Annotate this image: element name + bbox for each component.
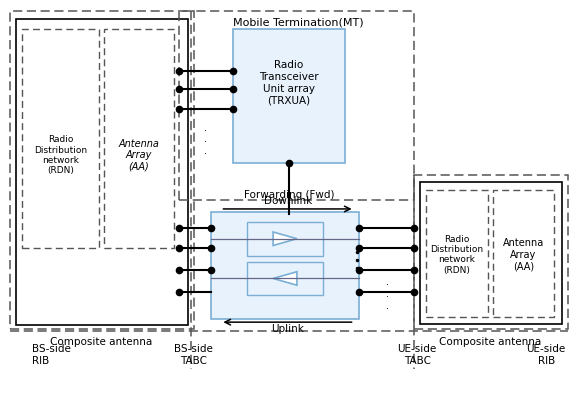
Text: Composite antenna: Composite antenna <box>439 337 542 347</box>
Bar <box>426 190 488 317</box>
Text: Uplink: Uplink <box>271 324 304 334</box>
Text: Antenna
Array
(AA): Antenna Array (AA) <box>503 238 544 271</box>
Bar <box>16 19 187 325</box>
Bar <box>22 29 99 248</box>
Text: UE-side
TABC: UE-side TABC <box>397 344 437 366</box>
Bar <box>247 261 323 296</box>
Text: BS-side
RIB: BS-side RIB <box>32 344 71 366</box>
Text: .
.
.: . . . <box>386 277 389 311</box>
Text: Radio
Distribution
network
(RDN): Radio Distribution network (RDN) <box>430 235 484 275</box>
Text: Composite antenna: Composite antenna <box>50 337 152 347</box>
Bar <box>179 11 414 200</box>
Text: Mobile Termination(MT): Mobile Termination(MT) <box>233 17 363 27</box>
Text: BS-side
TABC: BS-side TABC <box>174 344 213 366</box>
Text: Radio
Transceiver
Unit array
(TRXUA): Radio Transceiver Unit array (TRXUA) <box>259 61 319 105</box>
Text: Radio
Distribution
network
(RDN): Radio Distribution network (RDN) <box>34 135 87 175</box>
Text: Downlink: Downlink <box>264 196 312 206</box>
Bar <box>210 212 359 319</box>
Bar <box>10 11 194 329</box>
Bar <box>493 190 554 317</box>
Text: UE-side
RIB: UE-side RIB <box>527 344 566 366</box>
Text: Antenna
Array
(AA): Antenna Array (AA) <box>118 139 159 172</box>
Text: .
.
.: . . . <box>204 123 207 156</box>
Bar <box>247 222 323 255</box>
Bar <box>104 29 174 248</box>
Polygon shape <box>273 232 297 245</box>
Bar <box>414 175 568 329</box>
Text: Forwarding (Fwd): Forwarding (Fwd) <box>244 190 334 200</box>
Polygon shape <box>273 272 297 285</box>
Bar <box>420 182 562 324</box>
Bar <box>233 29 344 163</box>
